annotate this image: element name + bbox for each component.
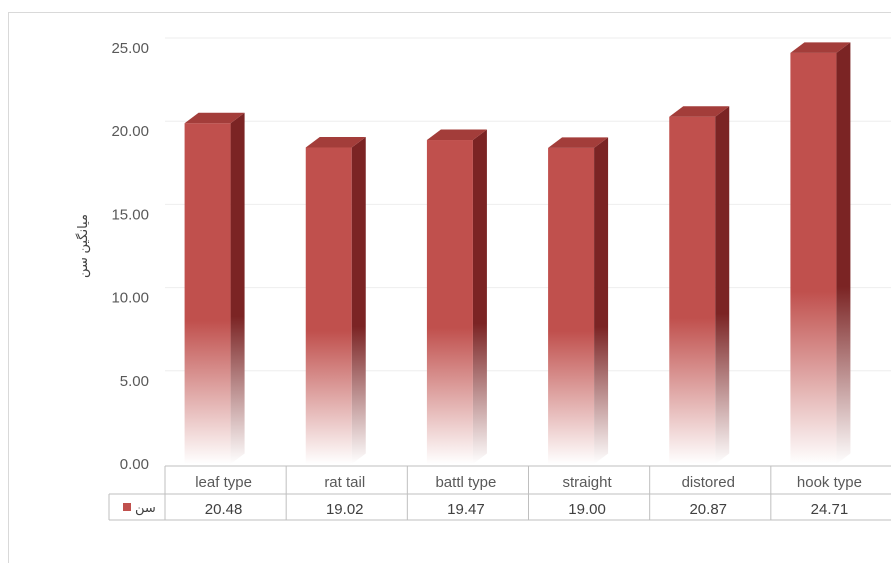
bar-side xyxy=(230,112,245,464)
bar-side xyxy=(715,106,730,464)
y-tick-label: 0.00 xyxy=(120,456,149,473)
data-label: 20.87 xyxy=(689,501,727,518)
y-tick-label: 15.00 xyxy=(111,206,149,223)
category-label: hook type xyxy=(797,474,862,491)
bar-face xyxy=(184,123,231,464)
y-tick-label: 10.00 xyxy=(111,290,149,307)
bar-leaf-type xyxy=(184,112,245,464)
data-label: 19.47 xyxy=(447,501,485,518)
category-label: straight xyxy=(562,474,612,491)
category-label: rat tail xyxy=(324,474,365,491)
bar-top xyxy=(548,137,609,148)
chart-frame: 0.00 5.00 10.00 15.00 20.00 25.00 leaf type 20… xyxy=(8,12,891,563)
y-tick-label: 20.00 xyxy=(111,123,149,140)
category-label: leaf type xyxy=(195,474,252,491)
y-tick-label: 5.00 xyxy=(120,373,149,390)
bar-top xyxy=(184,112,245,124)
bar-side xyxy=(472,129,487,464)
data-label: 24.71 xyxy=(811,501,849,518)
gridlines xyxy=(165,37,891,372)
bar-top xyxy=(426,129,487,141)
bar-chart: 0.00 5.00 10.00 15.00 20.00 25.00 leaf type 20… xyxy=(75,37,891,521)
legend-series-name: سن xyxy=(135,500,156,516)
category-label: battl type xyxy=(435,474,496,491)
data-label: 19.00 xyxy=(568,501,606,518)
bar-straight xyxy=(548,137,609,464)
y-axis-label: میانگین سن xyxy=(75,214,91,278)
bar-distored xyxy=(669,106,730,464)
y-axis-ticks: 0.00 5.00 10.00 15.00 20.00 25.00 xyxy=(111,40,149,473)
bar-top xyxy=(790,42,851,53)
bar-face xyxy=(790,52,837,465)
bar-side xyxy=(594,137,609,464)
bar-face xyxy=(426,140,473,464)
bar-hook-type xyxy=(790,42,851,465)
y-tick-label: 25.00 xyxy=(111,40,149,57)
data-table: leaf type 20.48 rat tail 19.02 battl type 19.… xyxy=(108,465,891,521)
bar-side xyxy=(351,137,366,464)
bars xyxy=(184,42,851,465)
legend-swatch xyxy=(123,503,131,511)
data-label: 19.02 xyxy=(326,501,364,518)
bar-top xyxy=(669,106,730,117)
bar-face xyxy=(669,116,716,464)
bar-face xyxy=(548,147,595,464)
data-label: 20.48 xyxy=(205,501,243,518)
bar-battl-type xyxy=(426,129,487,464)
bar-rat-tail xyxy=(305,137,366,464)
bar-top xyxy=(305,137,366,148)
bar-face xyxy=(305,147,352,464)
bar-side xyxy=(836,42,851,465)
category-label: distored xyxy=(682,474,735,491)
